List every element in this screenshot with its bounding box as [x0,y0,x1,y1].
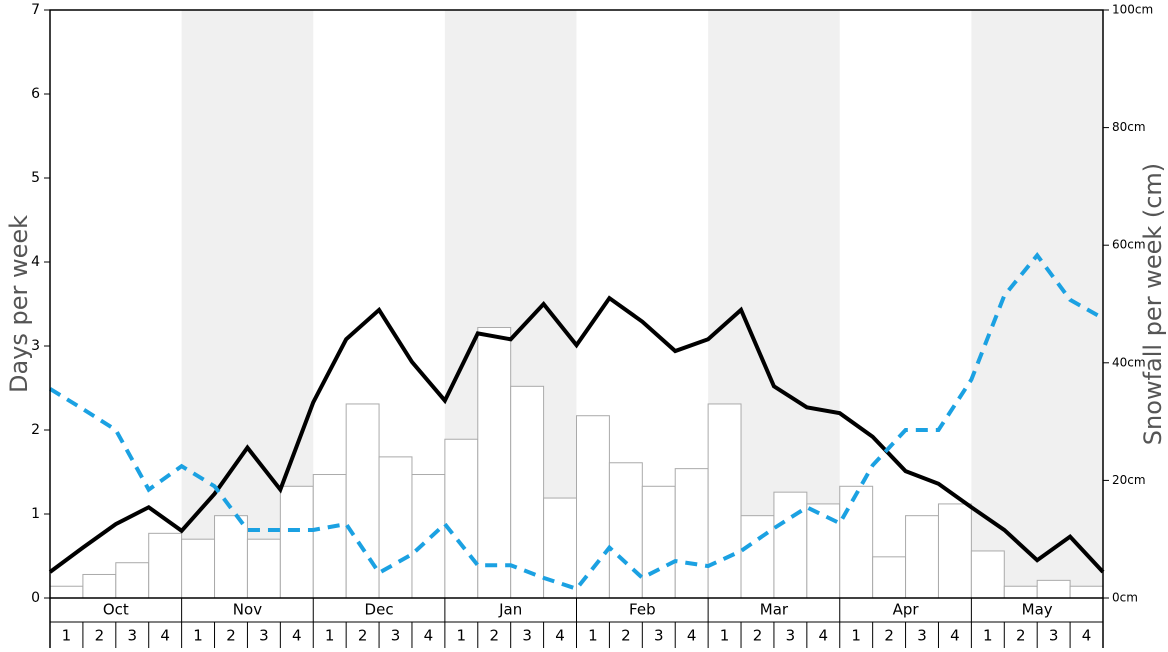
week-label: 3 [127,627,137,645]
week-label: 4 [1082,627,1092,645]
bar [806,503,841,599]
week-label: 4 [160,627,170,645]
y2-tick-label: 80cm [1112,120,1146,134]
bar [839,485,874,599]
bar [608,462,643,599]
y2-tick-label: 20cm [1112,473,1146,487]
y-tick-label: 3 [31,338,40,354]
y-tick-label: 7 [31,2,40,18]
week-label: 1 [62,627,72,645]
bar [707,403,742,599]
bar [576,415,610,599]
week-label: 1 [720,627,730,645]
month-label: May [1022,601,1053,619]
week-label: 2 [1016,627,1026,645]
week-label: 2 [358,627,368,645]
bar [641,485,676,599]
week-label: 4 [687,627,697,645]
y2-tick-label: 40cm [1112,355,1146,369]
y2-tick-label: 0cm [1112,591,1138,605]
bar [181,538,216,599]
month-label: Nov [233,601,262,619]
bar [1069,585,1104,599]
y2-axis-label: Snowfall per week (cm) [1139,163,1167,445]
y-tick-label: 5 [31,170,40,186]
line [48,252,1104,592]
week-label: 1 [588,627,598,645]
week-label: 2 [95,627,105,645]
month-label: Dec [365,601,394,619]
bar [411,474,446,599]
week-label: 1 [983,627,993,645]
week-label: 2 [621,627,631,645]
bar [1003,585,1038,599]
bar [148,532,183,599]
week-label: 3 [522,627,532,645]
bar [378,456,413,599]
month-label: Apr [893,601,920,619]
week-label: 3 [391,627,401,645]
bar [937,503,972,599]
y-tick-label: 4 [31,254,40,270]
bar [279,485,314,599]
bar [246,538,281,599]
week-label: 3 [917,627,927,645]
week-label: 3 [1049,627,1059,645]
bar [477,327,512,599]
y2-tick-label: 100cm [1112,3,1153,17]
bar [82,573,117,599]
y-tick-label: 2 [31,422,40,438]
bar [444,438,479,599]
y-tick-label: 0 [31,590,40,606]
week-label: 4 [555,627,565,645]
week-label: 4 [950,627,960,645]
week-label: 3 [259,627,269,645]
week-label: 1 [851,627,861,645]
y-axis-label: Days per week [5,215,33,393]
bar [312,474,347,599]
month-label: Mar [760,601,789,619]
bar [214,515,248,599]
week-label: 4 [819,627,829,645]
week-label: 3 [654,627,664,645]
week-label: 3 [786,627,796,645]
bar [970,550,1005,599]
bar [674,468,709,599]
week-label: 1 [193,627,203,645]
y-tick-label: 1 [31,506,40,522]
week-label: 2 [489,627,499,645]
month-band [971,10,1103,598]
week-label: 4 [292,627,302,645]
week-label: 1 [325,627,335,645]
bar [773,491,808,599]
month-label: Feb [629,601,656,619]
month-label: Jan [498,601,522,619]
bar [543,497,577,599]
y-tick-label: 6 [31,86,40,102]
bar [49,585,84,599]
week-label: 2 [884,627,894,645]
bar [905,515,939,599]
week-label: 2 [226,627,236,645]
week-label: 2 [753,627,763,645]
line [48,295,1105,574]
bar [1036,579,1071,599]
week-label: 4 [424,627,434,645]
week-label: 1 [457,627,467,645]
y2-tick-label: 60cm [1112,238,1146,252]
bar [740,515,775,599]
month-label: Oct [103,601,129,619]
bar [115,562,150,599]
bar [872,556,907,599]
